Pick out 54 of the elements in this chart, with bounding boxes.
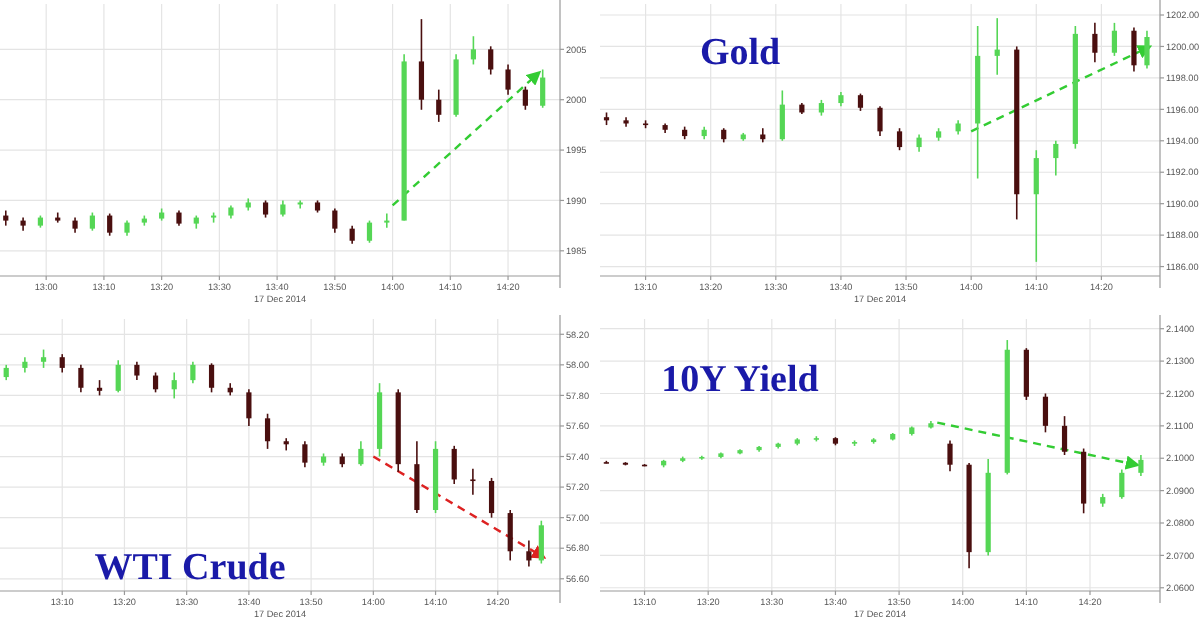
- candlestick: [418, 18, 425, 111]
- candlestick: [107, 212, 113, 237]
- text: 10Y Yield: [661, 359, 820, 401]
- candlestick: [115, 359, 121, 394]
- candlestick: [59, 353, 65, 374]
- candlestick: [505, 63, 511, 96]
- candlestick: [1092, 22, 1098, 63]
- candlestick: [171, 371, 177, 400]
- candlestick: [522, 85, 528, 111]
- candlestick: [994, 17, 1000, 76]
- text: Gold: [699, 32, 781, 74]
- candlestick: [1061, 415, 1068, 456]
- candlestick: [134, 360, 140, 381]
- candlestick: [283, 437, 289, 452]
- candlestick: [332, 207, 338, 234]
- candlestick: [488, 45, 494, 76]
- candlestick: [1053, 139, 1059, 177]
- candlestick: [507, 509, 513, 562]
- candlestick: [947, 439, 953, 472]
- candlestick: [366, 219, 373, 244]
- candlestick: [1023, 347, 1029, 401]
- candlestick: [1144, 29, 1150, 70]
- candlestick: [384, 212, 390, 229]
- candlestick: [896, 127, 903, 152]
- candlestick: [89, 211, 95, 232]
- candlestick: [349, 224, 355, 245]
- candlestick: [1042, 392, 1049, 434]
- candlestick: [264, 412, 271, 450]
- candlestick: [1111, 22, 1118, 57]
- candlestick: [451, 445, 457, 485]
- candlestick: [1119, 468, 1125, 500]
- candlestick: [208, 362, 215, 394]
- candlestick: [40, 348, 47, 369]
- candlestick: [470, 35, 476, 66]
- candlestick: [78, 364, 84, 394]
- candlestick: [152, 371, 159, 394]
- candlestick: [540, 68, 546, 109]
- candlestick: [470, 467, 476, 496]
- candlestick: [436, 88, 442, 123]
- candlestick: [358, 440, 364, 467]
- candlestick: [488, 477, 495, 519]
- candlestick: [877, 105, 883, 137]
- candlestick: [414, 440, 420, 514]
- candlestick: [302, 440, 308, 469]
- candlestick: [1138, 454, 1144, 477]
- candlestick: [538, 519, 544, 565]
- text: WTI Crude: [94, 547, 286, 589]
- candlestick: [190, 360, 196, 384]
- candlestick: [623, 116, 629, 128]
- candlestick: [297, 199, 303, 210]
- candlestick: [526, 539, 532, 568]
- candlestick: [246, 388, 252, 427]
- candlestick: [779, 89, 785, 142]
- candlestick: [1131, 26, 1137, 73]
